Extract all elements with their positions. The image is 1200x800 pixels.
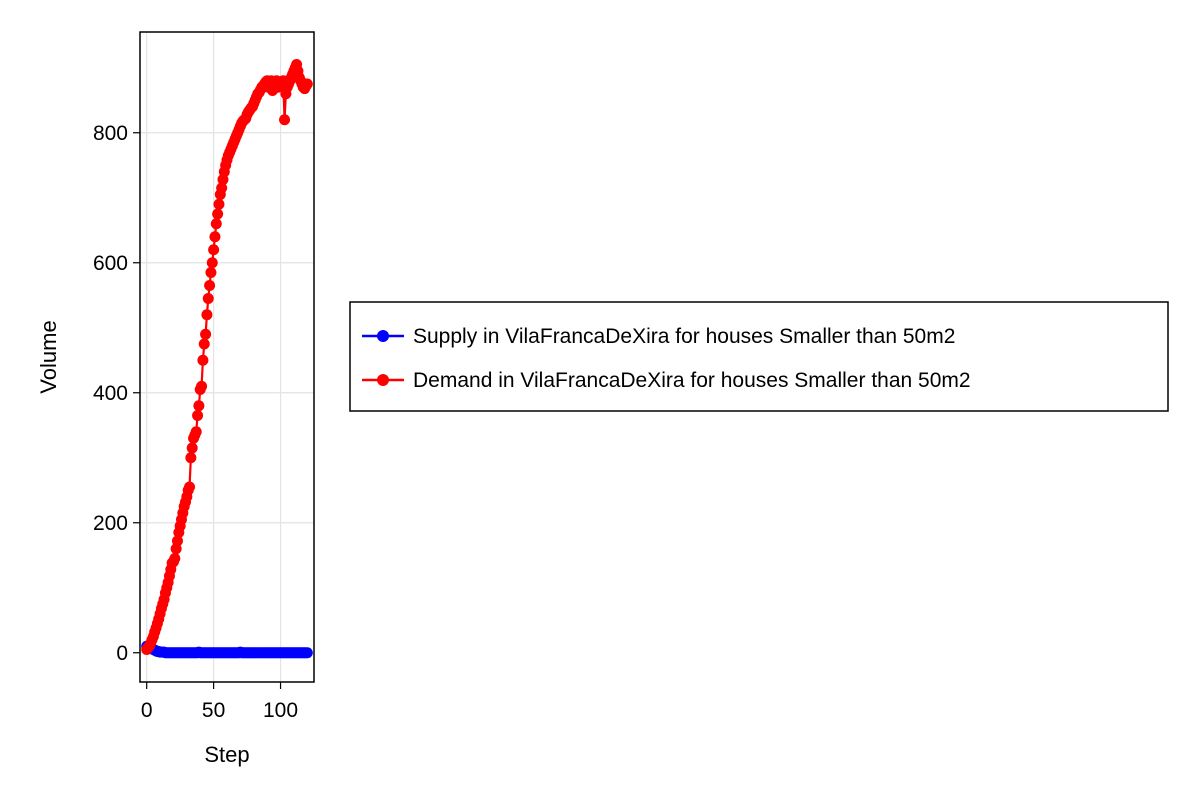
- data-point: [205, 267, 217, 278]
- data-point: [202, 293, 214, 304]
- data-point: [190, 426, 202, 438]
- data-point: [301, 647, 313, 659]
- data-point: [171, 535, 183, 547]
- data-point: [196, 380, 208, 392]
- data-point: [169, 553, 181, 564]
- data-point: [210, 218, 222, 230]
- data-point: [208, 244, 220, 256]
- data-point: [279, 114, 291, 126]
- data-point: [206, 257, 218, 269]
- data-point: [204, 280, 216, 291]
- x-tick-label: 100: [263, 699, 298, 722]
- series-0: [141, 640, 313, 659]
- data-point: [198, 338, 210, 350]
- legend-label-demand: Demand in VilaFrancaDeXira for houses Sm…: [413, 369, 971, 392]
- y-tick-label: 800: [93, 122, 128, 145]
- series-1: [141, 59, 313, 655]
- legend-marker-demand: [377, 374, 389, 386]
- data-point: [201, 309, 213, 321]
- x-tick-label: 50: [202, 699, 225, 722]
- plot-frame: [139, 31, 315, 683]
- legend-label-supply: Supply in VilaFrancaDeXira for houses Sm…: [413, 325, 955, 348]
- y-axis-label: Volume: [36, 320, 61, 393]
- series-layer: [141, 59, 313, 659]
- y-tick-label: 200: [93, 512, 128, 535]
- data-point: [209, 231, 221, 243]
- data-point: [216, 182, 228, 194]
- data-point: [184, 481, 196, 493]
- y-tick-label: 0: [116, 642, 128, 665]
- grid: [140, 32, 314, 682]
- data-point: [200, 328, 212, 340]
- legend: Supply in VilaFrancaDeXira for houses Sm…: [349, 301, 1169, 412]
- data-point: [193, 400, 205, 412]
- y-tick-label: 400: [93, 382, 128, 405]
- data-point: [186, 442, 198, 454]
- ticks: 0 50 100 0 200 400 600 800: [93, 122, 298, 722]
- data-point: [185, 452, 197, 464]
- legend-marker-supply: [377, 330, 389, 342]
- y-tick-label: 600: [93, 252, 128, 275]
- data-point: [301, 78, 313, 90]
- x-tick-label: 0: [141, 699, 153, 722]
- data-point: [213, 198, 225, 210]
- data-point: [197, 354, 209, 366]
- data-point: [192, 410, 204, 421]
- x-axis-label: Step: [204, 742, 249, 767]
- legend-box: [349, 301, 1169, 412]
- data-point: [212, 208, 224, 220]
